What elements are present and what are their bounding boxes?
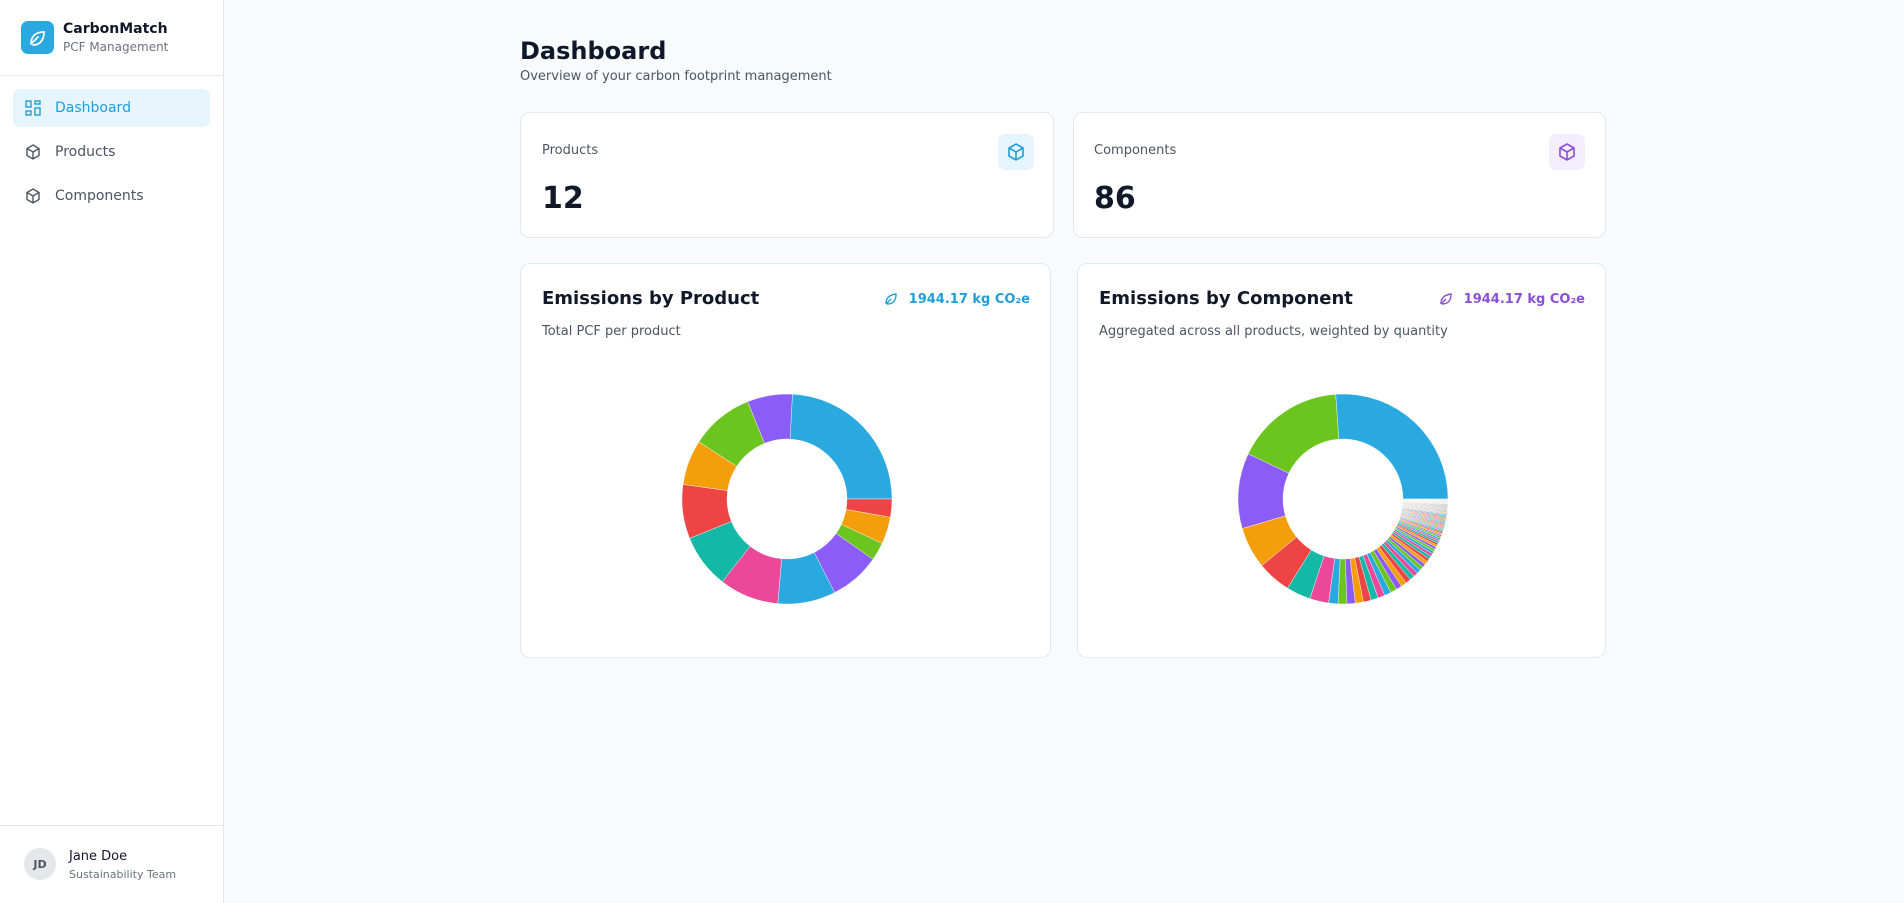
stat-value: 86 — [1094, 181, 1136, 216]
stat-card: Products 12 — [520, 112, 1054, 238]
donut-slice — [1334, 393, 1448, 500]
nav-item[interactable]: Components — [13, 177, 210, 215]
donut — [681, 393, 892, 605]
user-name: Jane Doe — [69, 849, 128, 864]
chart-card: Emissions by Product Total PCF per produc… — [520, 263, 1051, 658]
brand: CarbonMatch — [63, 21, 168, 37]
nav-item[interactable]: Products — [13, 133, 210, 171]
divider — [0, 75, 223, 76]
divider — [0, 825, 223, 826]
chart-title: Emissions by Component — [1099, 288, 1353, 309]
donut-slice — [845, 498, 892, 518]
stat-icon — [1549, 134, 1585, 170]
sidebar: CarbonMatch PCF Management Dashboard Pro… — [0, 0, 224, 903]
chart-card: Emissions by Component Aggregated across … — [1077, 263, 1606, 658]
donut-slice — [789, 393, 892, 500]
stat-value: 12 — [542, 181, 584, 216]
logo — [21, 21, 54, 54]
leaf-icon — [884, 293, 897, 305]
leaf-path — [884, 293, 897, 305]
nav-item[interactable]: Dashboard — [13, 89, 210, 127]
total-text: 1944.17 kg CO₂e — [908, 291, 1030, 307]
avatar: JD — [24, 848, 56, 880]
chart-title: Emissions by Product — [542, 288, 760, 309]
page-subtitle: Overview of your carbon footprint manage… — [520, 69, 832, 84]
total-text: 1944.17 kg CO₂e — [1463, 291, 1585, 307]
nav-label: Dashboard — [55, 100, 131, 116]
chart-subtitle: Total PCF per product — [542, 324, 681, 339]
user-team: Sustainability Team — [69, 868, 177, 881]
chart-total: 1944.17 kg CO₂e — [883, 291, 1030, 307]
page-title: Dashboard — [520, 37, 667, 65]
stat-label: Products — [542, 143, 599, 158]
donut — [1237, 393, 1448, 605]
stat-label: Components — [1094, 143, 1177, 158]
stat-icon — [998, 134, 1034, 170]
nav-label: Components — [55, 188, 144, 204]
chart-subtitle: Aggregated across all products, weighted… — [1099, 324, 1448, 339]
leaf-path — [1439, 293, 1452, 305]
leaf-icon — [1439, 293, 1452, 305]
nav-label: Products — [55, 144, 116, 160]
chart-total: 1944.17 kg CO₂e — [1438, 291, 1585, 307]
brand-subtitle: PCF Management — [63, 40, 169, 54]
stat-card: Components 86 — [1073, 112, 1606, 238]
